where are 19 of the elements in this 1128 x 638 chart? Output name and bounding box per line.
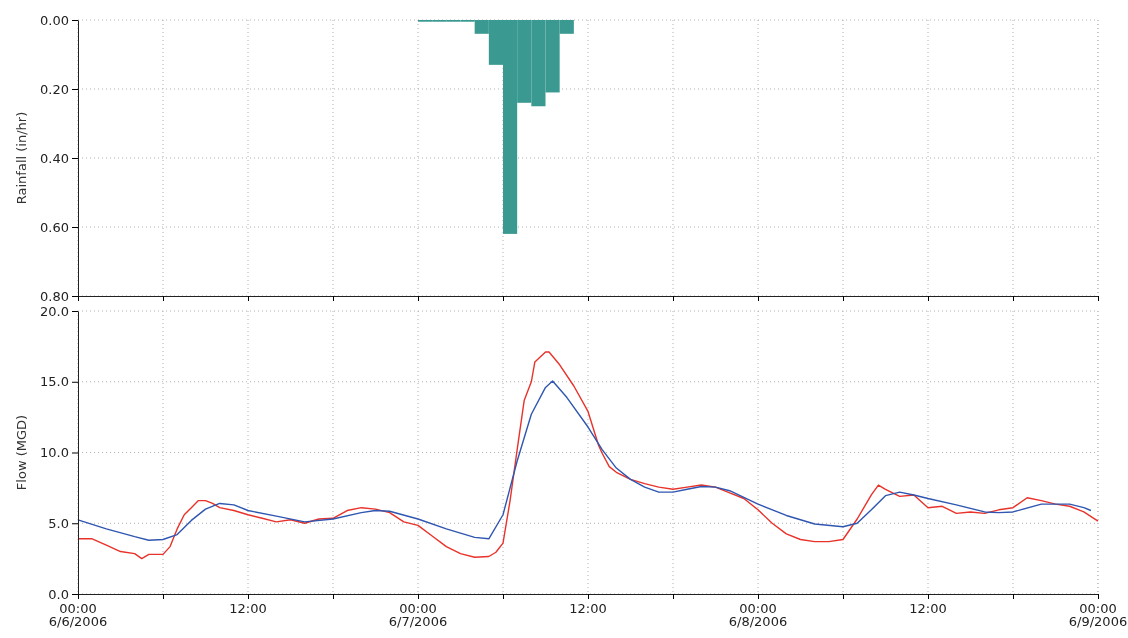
y-tick-label: 0.0 [48, 586, 69, 602]
x-tick-label: 00:00 6/6/2006 [48, 601, 108, 629]
y-tick-label: 20.0 [40, 303, 69, 319]
y-axis-title: Flow (MGD) [14, 414, 29, 491]
y-tick-label: 10.0 [40, 445, 69, 461]
y-tick-label: 0.20 [40, 81, 69, 97]
y-tick-label: 15.0 [40, 374, 69, 390]
y-axis-title: Rainfall (in/hr) [14, 111, 29, 205]
y-tick-label: 0.40 [40, 150, 69, 166]
y-tick-label: 0.60 [40, 219, 69, 235]
x-tick-label: 00:00 6/7/2006 [388, 601, 448, 629]
x-tick-label: 12:00 [569, 601, 607, 616]
x-tick-label: 12:00 [909, 601, 947, 616]
y-tick-label: 0.80 [40, 288, 69, 304]
x-tick-label: 00:00 6/9/2006 [1068, 601, 1128, 629]
x-tick-label: 00:00 6/8/2006 [728, 601, 788, 629]
x-tick-label: 12:00 [229, 601, 267, 616]
y-tick-label: 5.0 [48, 515, 69, 531]
y-tick-label: 0.00 [40, 12, 69, 28]
